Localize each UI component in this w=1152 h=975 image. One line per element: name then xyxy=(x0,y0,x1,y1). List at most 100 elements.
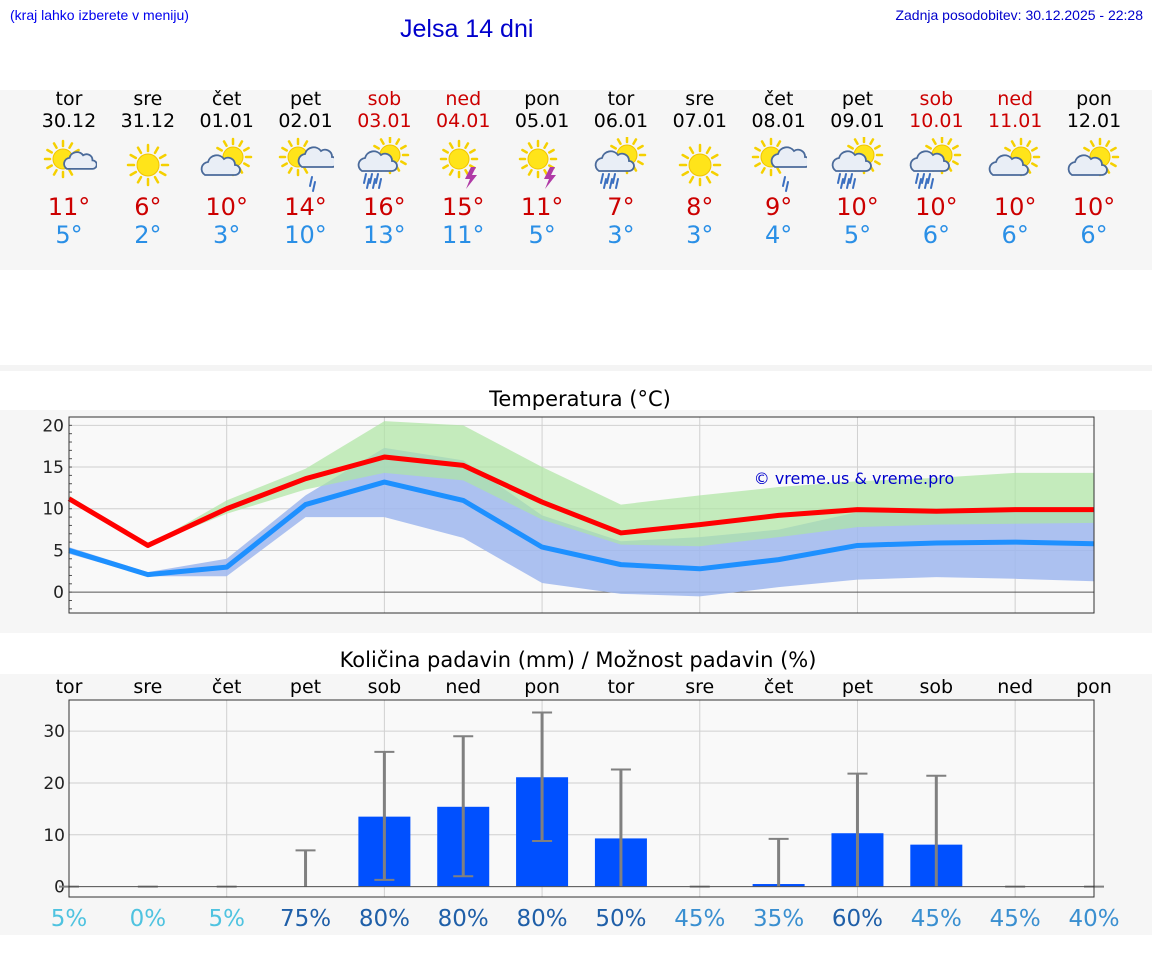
min-temperature: 3° xyxy=(607,221,635,249)
max-temperature: 8° xyxy=(686,193,714,221)
temperature-chart-title: Temperatura (°C) xyxy=(489,387,671,411)
max-temperature: 10° xyxy=(1072,193,1116,221)
precip-probability: 0% xyxy=(130,906,167,932)
day-date: 07.01 xyxy=(672,110,727,132)
min-temperature: 13° xyxy=(363,221,406,249)
min-temperature-line xyxy=(68,479,1095,578)
y-tick-label: 10 xyxy=(42,500,64,520)
day-name: sre xyxy=(685,88,715,110)
day-name: pet xyxy=(289,88,322,110)
day-name: sob xyxy=(919,88,954,110)
y-tick-label: 5 xyxy=(53,541,64,561)
y-tick-label: 0 xyxy=(54,878,65,898)
sun-cloud-light-rain-icon xyxy=(751,137,807,192)
day-column: sob 03.01 16° 13° xyxy=(344,88,424,249)
min-temperature: 11° xyxy=(441,221,485,249)
day-name: sre xyxy=(133,88,163,110)
day-date: 03.01 xyxy=(357,110,412,132)
x-category-label: pet xyxy=(290,676,321,698)
day-name: pon xyxy=(524,88,560,110)
precip-probability: 80% xyxy=(359,906,410,932)
plot-frame xyxy=(68,416,1095,614)
precip-probability: 45% xyxy=(990,906,1041,932)
min-temperature: 4° xyxy=(765,221,793,249)
day-date: 08.01 xyxy=(751,110,806,132)
cloud-sun-icon xyxy=(1067,137,1120,177)
precip-probability: 40% xyxy=(1068,906,1119,932)
day-column: čet 08.01 9° 4° xyxy=(739,88,819,249)
forecast-band xyxy=(0,90,1152,270)
precip-probability: 75% xyxy=(280,906,331,932)
max-temperature: 10° xyxy=(915,193,958,221)
last-update: Zadnja posodobitev: 30.12.2025 - 22:28 xyxy=(895,7,1143,23)
watermark: © vreme.us & vreme.pro xyxy=(754,469,955,488)
sun-cloud-icon xyxy=(43,139,97,179)
x-category-label: sob xyxy=(920,676,954,698)
min-temperature: 5° xyxy=(843,221,872,249)
precip-probability: 80% xyxy=(517,906,568,932)
day-date: 11.01 xyxy=(987,110,1043,132)
x-category-label: čet xyxy=(764,676,794,698)
day-date: 31.12 xyxy=(120,110,176,132)
precip-probability: 45% xyxy=(911,906,962,932)
day-date: 02.01 xyxy=(278,110,333,132)
sun-icon xyxy=(126,143,170,187)
day-column: pon 12.01 10° 6° xyxy=(1054,88,1134,249)
min-temperature: 5° xyxy=(55,221,83,249)
day-column: pet 09.01 10° 5° xyxy=(818,88,898,249)
min-temperature: 6° xyxy=(1080,221,1108,249)
precip-probability: 50% xyxy=(595,906,646,932)
day-column: ned 04.01 15° 11° xyxy=(423,88,503,249)
location-menu-hint[interactable]: (kraj lahko izberete v meniju) xyxy=(10,7,189,23)
y-tick-label: 0 xyxy=(53,583,64,603)
y-tick-label: 20 xyxy=(42,416,64,436)
precip-probability: 80% xyxy=(438,906,489,932)
day-name: tor xyxy=(607,88,635,110)
sun-cloud-rain-icon xyxy=(831,137,883,189)
sun-thunder-icon xyxy=(518,139,558,189)
max-temperature-line xyxy=(67,454,1094,548)
min-temperature: 6° xyxy=(1001,221,1029,249)
max-range-band xyxy=(69,421,1094,547)
day-date: 30.12 xyxy=(41,110,97,132)
min-temperature: 5° xyxy=(528,221,556,249)
precip-probability: 45% xyxy=(674,906,725,932)
max-temperature: 9° xyxy=(765,193,793,221)
day-column: pet 02.01 14° 10° xyxy=(266,88,346,249)
max-temperature: 6° xyxy=(134,193,162,221)
plot-frame xyxy=(68,699,1095,898)
cloud-sun-icon xyxy=(988,137,1041,177)
min-temperature: 2° xyxy=(134,221,162,249)
divider xyxy=(0,365,1152,371)
sun-thunder-icon xyxy=(440,139,479,189)
x-category-label: sre xyxy=(133,676,162,698)
max-temperature: 10° xyxy=(205,193,248,221)
x-category-label: pon xyxy=(524,676,560,698)
x-category-label: čet xyxy=(212,676,242,698)
precipitation-chart-title: Količina padavin (mm) / Možnost padavin … xyxy=(339,648,817,672)
precip-probability: 5% xyxy=(208,906,245,932)
precip-probability: 5% xyxy=(51,906,88,932)
sun-cloud-light-rain-icon xyxy=(278,137,334,192)
precipitation-chart: tor sre čet pet sob ned pon tor sre čet pet sob ned p… xyxy=(43,676,1119,932)
min-temperature: 6° xyxy=(922,221,950,249)
x-category-label: tor xyxy=(607,676,634,698)
sun-icon xyxy=(678,143,722,187)
day-name: sob xyxy=(367,88,402,110)
day-column: sob 10.01 10° 6° xyxy=(896,88,976,249)
y-tick-label: 10 xyxy=(43,826,65,846)
max-temperature: 14° xyxy=(284,193,327,221)
x-category-label: pet xyxy=(842,676,873,698)
day-name: čet xyxy=(763,88,794,110)
temperature-chart: 0 5 10 15 20 © vreme.us & vreme.pro xyxy=(42,416,1095,614)
day-date: 10.01 xyxy=(909,110,964,132)
day-date: 04.01 xyxy=(436,110,491,132)
max-temperature: 11° xyxy=(47,193,91,221)
y-tick-label: 20 xyxy=(43,774,65,794)
cloud-sun-icon xyxy=(200,137,252,177)
day-date: 12.01 xyxy=(1066,110,1122,132)
x-category-label: sob xyxy=(368,676,402,698)
day-date: 01.01 xyxy=(199,110,254,132)
day-name: ned xyxy=(997,88,1034,110)
x-category-label: sre xyxy=(685,676,714,698)
